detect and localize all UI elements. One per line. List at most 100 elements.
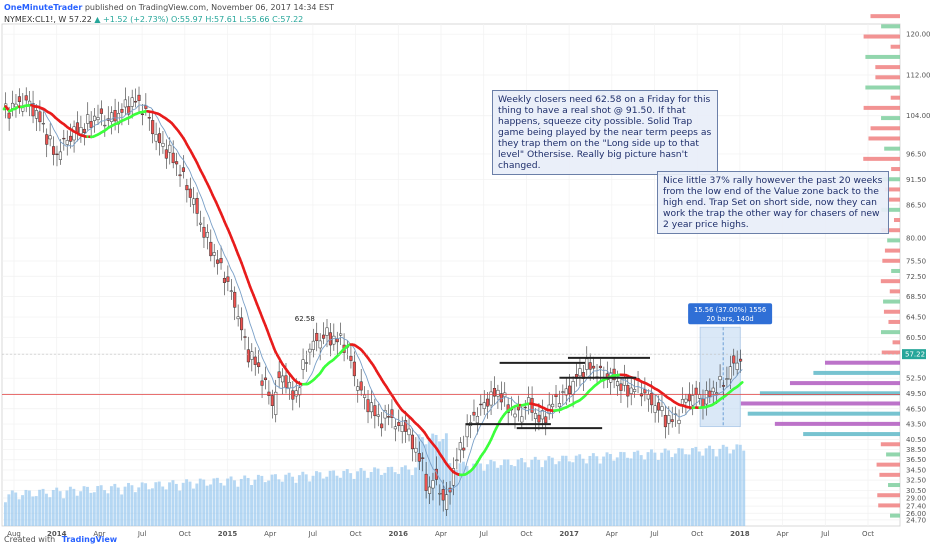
- volume-bar: [650, 449, 653, 526]
- candle-body: [492, 387, 497, 397]
- candle-body: [181, 167, 185, 172]
- time-tick-label: 2018: [730, 530, 750, 538]
- candle-body: [369, 402, 373, 413]
- profile-bar: [881, 228, 900, 233]
- volume-bar: [335, 475, 339, 526]
- candle-body: [205, 231, 209, 238]
- profile-bar: [883, 309, 900, 314]
- volume-bar: [581, 458, 585, 526]
- volume-bar: [332, 470, 336, 526]
- volume-bar: [321, 478, 325, 526]
- volume-bar: [622, 452, 626, 526]
- volume-bar: [725, 446, 729, 526]
- volume-bar: [157, 481, 161, 526]
- candle-body: [308, 348, 312, 353]
- candle-body: [489, 391, 493, 406]
- time-tick-label: Apr: [93, 530, 105, 538]
- author-link[interactable]: OneMinuteTrader: [4, 3, 83, 12]
- volume-bar: [735, 444, 739, 526]
- candle-body: [718, 376, 722, 381]
- candle-body: [561, 391, 565, 393]
- candle-body: [281, 375, 285, 383]
- volume-bar: [468, 471, 472, 526]
- time-tick-label: Jul: [308, 530, 318, 538]
- volume-bar: [362, 470, 366, 526]
- volume-bar: [209, 484, 212, 526]
- price-tick-label: 27.40: [906, 503, 926, 511]
- candle-body: [496, 389, 500, 397]
- candle-body: [315, 332, 319, 342]
- volume-bar: [516, 459, 520, 526]
- volume-bar: [526, 467, 530, 526]
- candle-body: [479, 403, 483, 406]
- volume-bar: [181, 482, 185, 526]
- volume-bar: [352, 478, 356, 526]
- profile-bar: [747, 411, 900, 416]
- candle-body: [123, 99, 127, 108]
- candle-body: [366, 399, 370, 413]
- volume-bar: [530, 459, 534, 526]
- volume-bar: [267, 480, 271, 526]
- volume-bar: [185, 479, 189, 526]
- volume-bar: [89, 492, 93, 526]
- time-tick-label: 2016: [389, 530, 409, 538]
- volume-bar: [557, 461, 561, 526]
- volume-bar: [99, 485, 103, 526]
- volume-bar: [680, 448, 684, 526]
- candle-body: [540, 410, 544, 420]
- volume-bar: [291, 476, 295, 526]
- candle-body: [404, 420, 408, 432]
- candle-body: [698, 394, 702, 399]
- candle-body: [93, 115, 97, 121]
- candle-body: [267, 391, 271, 396]
- volume-bar: [72, 488, 76, 526]
- price-tick-label: 40.50: [906, 436, 926, 444]
- measure-badge: [688, 303, 773, 325]
- volume-bar: [595, 456, 599, 526]
- price-tick-label: 46.50: [906, 405, 926, 413]
- candle-body: [520, 416, 524, 423]
- volume-bar: [75, 495, 79, 526]
- profile-bar: [890, 513, 900, 518]
- profile-bar: [878, 503, 900, 508]
- candle-body: [523, 406, 527, 409]
- profile-bar: [890, 95, 900, 100]
- volume-bar: [116, 487, 120, 526]
- candle-body: [585, 358, 589, 370]
- volume-bar: [492, 461, 496, 526]
- price-tick-label: 24.70: [906, 516, 926, 524]
- candle-body: [684, 398, 688, 403]
- volume-bar: [639, 455, 643, 526]
- volume-bar: [140, 482, 144, 526]
- volume-bar: [113, 483, 117, 526]
- volume-bar: [588, 455, 592, 526]
- candle-body: [359, 381, 363, 391]
- volume-bar: [742, 450, 746, 526]
- symbol-info: NYMEX:CL1!, W 57.22 ▲ +1.52 (+2.73%) O:5…: [4, 15, 303, 24]
- candle-body: [233, 291, 237, 308]
- candle-body: [120, 108, 124, 113]
- candle-body: [339, 333, 343, 336]
- volume-bar: [373, 467, 377, 526]
- volume-bar: [82, 486, 86, 526]
- volume-bar: [499, 465, 503, 526]
- volume-bar: [667, 450, 670, 526]
- tradingview-logo-link[interactable]: TradingView: [61, 535, 118, 544]
- volume-bar: [615, 457, 619, 526]
- volume-bar: [550, 457, 554, 526]
- candle-body: [253, 356, 257, 365]
- profile-bar: [813, 370, 900, 375]
- candle-body: [410, 434, 415, 450]
- profile-bar: [875, 75, 900, 80]
- candle-body: [687, 393, 691, 402]
- volume-bar: [188, 481, 192, 526]
- candle-body: [407, 428, 411, 436]
- candle-body: [75, 122, 80, 133]
- candle-body: [65, 140, 69, 145]
- volume-bar: [462, 461, 465, 526]
- candle-body: [195, 197, 199, 214]
- volume-bar: [732, 449, 735, 526]
- candle-body: [216, 259, 220, 264]
- price-tick-label: 32.50: [906, 477, 926, 485]
